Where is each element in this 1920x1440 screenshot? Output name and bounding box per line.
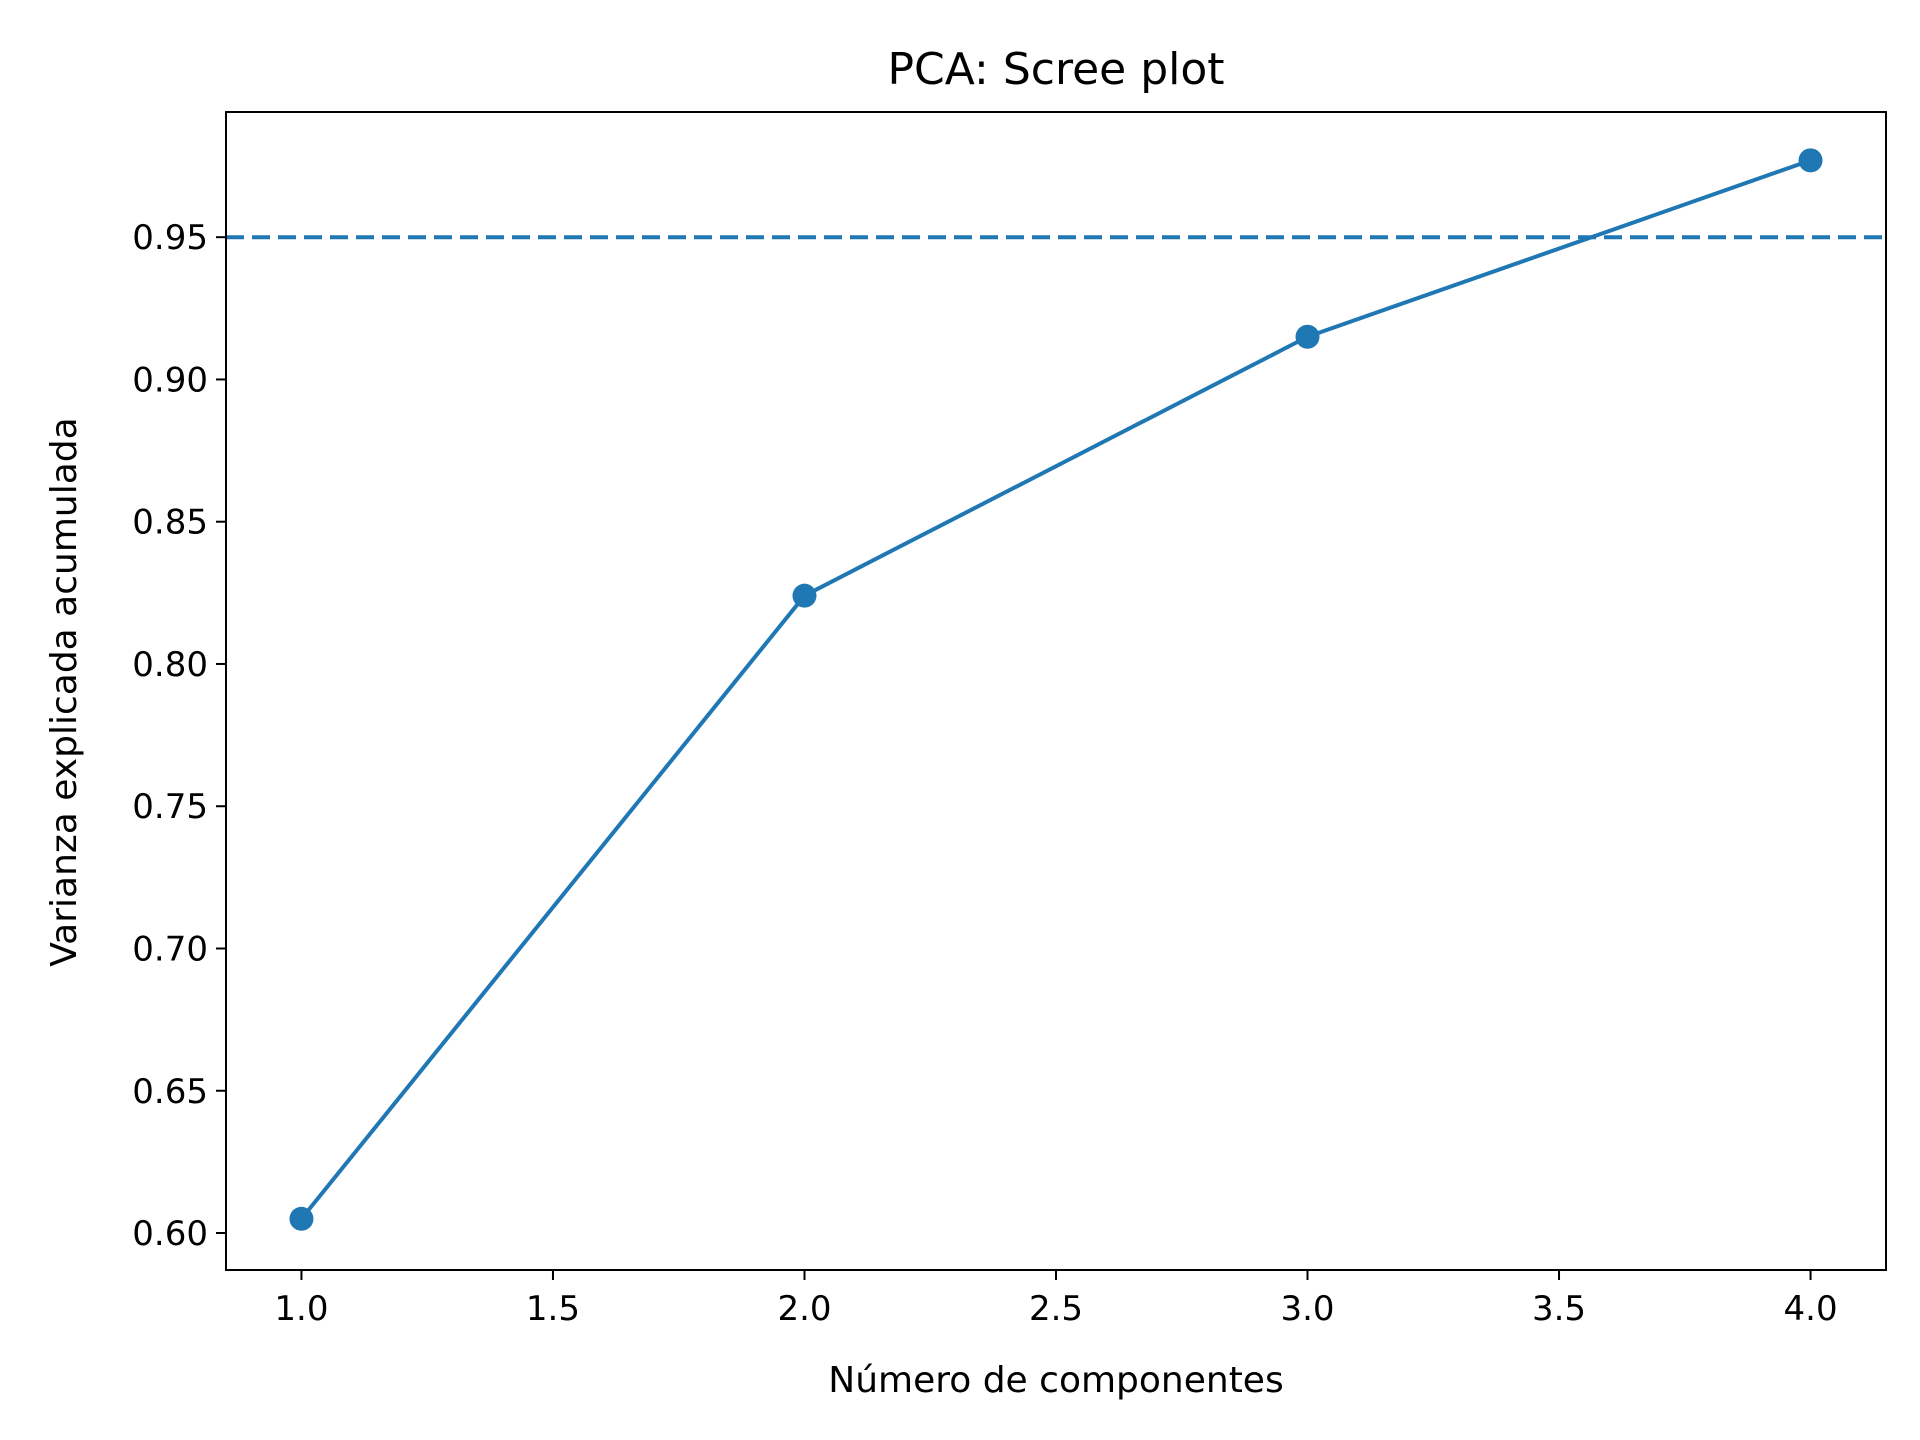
- x-axis-label: Número de componentes: [828, 1360, 1283, 1401]
- data-point-2: [792, 583, 817, 608]
- y-axis-label: Varianza explicada acumulada: [44, 417, 85, 966]
- y-tick-label-3: 0.75: [132, 787, 208, 827]
- y-tick-label-4: 0.80: [132, 645, 208, 685]
- x-tick-label-0: 1.0: [274, 1289, 328, 1329]
- chart-title: PCA: Scree plot: [887, 44, 1224, 95]
- x-tick-label-5: 3.5: [1532, 1289, 1586, 1329]
- x-tick-label-1: 1.5: [526, 1289, 580, 1329]
- y-tick-label-5: 0.85: [132, 503, 208, 543]
- x-tick-label-4: 3.0: [1280, 1289, 1334, 1329]
- plot-frame: [225, 111, 1887, 1271]
- data-point-3: [1295, 324, 1320, 349]
- data-point-4: [1798, 148, 1823, 173]
- series-line-0: [299, 158, 1813, 1221]
- x-tick-label-2: 2.0: [777, 1289, 831, 1329]
- x-tick-label-6: 4.0: [1784, 1289, 1838, 1329]
- y-tick-label-7: 0.95: [132, 218, 208, 258]
- plot-area: 1.0 1.5 2.0 2.5 3.0 3.5 4.0 0.60 0.65 0.70 0.75 0.8…: [132, 111, 1887, 1329]
- y-tick-label-6: 0.90: [132, 360, 208, 400]
- x-tick-label-3: 2.5: [1029, 1289, 1083, 1329]
- y-tick-label-0: 0.60: [132, 1214, 208, 1254]
- y-tick-label-1: 0.65: [132, 1072, 208, 1112]
- y-tick-label-2: 0.70: [132, 929, 208, 969]
- data-point-1: [289, 1206, 314, 1231]
